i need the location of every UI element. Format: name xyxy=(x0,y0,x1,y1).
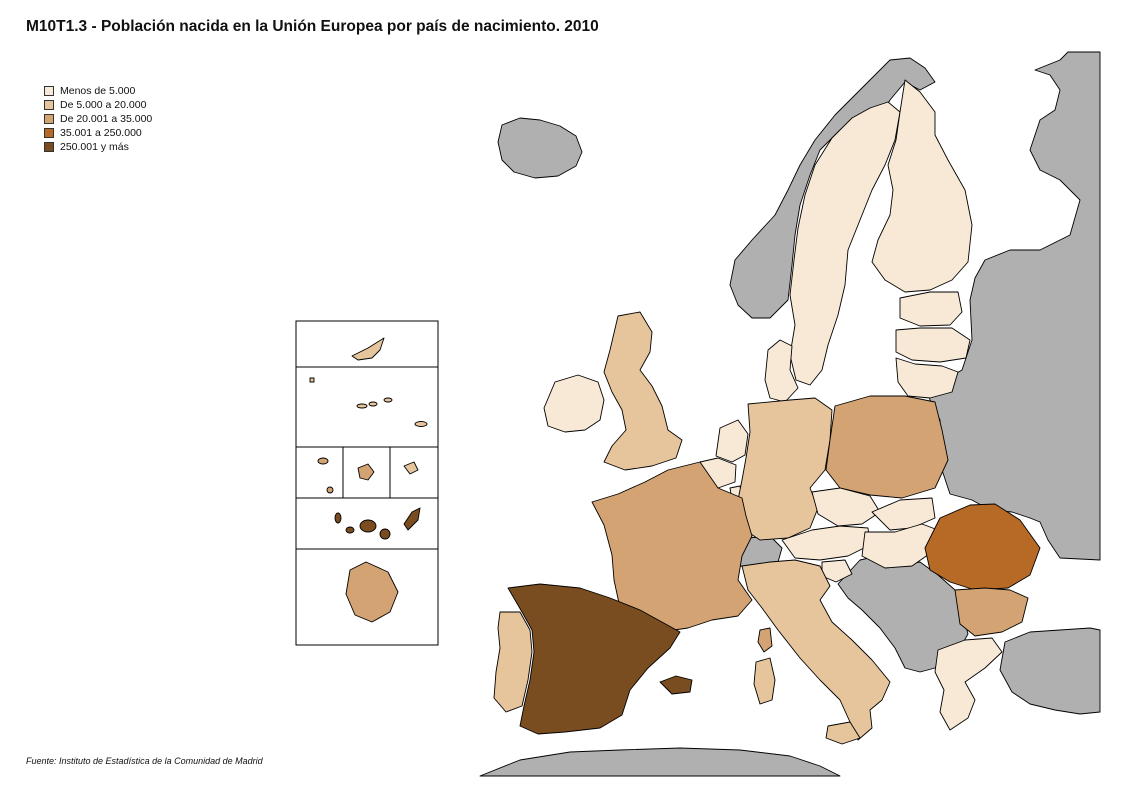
region-balearic[interactable] xyxy=(659,675,693,695)
region-sardinia[interactable] xyxy=(753,657,776,705)
region-azores-3[interactable] xyxy=(383,397,393,403)
region-sicily[interactable] xyxy=(825,721,861,745)
region-azores-west[interactable] xyxy=(309,377,315,383)
legend-item-class-2: De 5.000 a 20.000 xyxy=(44,98,152,112)
legend-item-class-3: De 20.001 a 35.000 xyxy=(44,112,152,126)
legend-label-class-2: De 5.000 a 20.000 xyxy=(60,99,147,111)
region-azores-4[interactable] xyxy=(414,421,428,427)
region-martinique[interactable] xyxy=(403,461,419,475)
region-iceland[interactable] xyxy=(497,117,583,179)
legend-swatch-class-4 xyxy=(44,128,54,138)
region-canary-2[interactable] xyxy=(345,526,355,534)
region-azores-2[interactable] xyxy=(368,401,378,407)
region-uk[interactable] xyxy=(603,311,683,471)
region-madeira[interactable] xyxy=(317,457,329,465)
region-french-guiana[interactable] xyxy=(345,561,399,623)
legend-label-class-3: De 20.001 a 35.000 xyxy=(60,113,153,125)
region-netherlands[interactable] xyxy=(715,419,749,463)
region-latvia[interactable] xyxy=(895,327,971,363)
source-note: Fuente: Instituto de Estadística de la C… xyxy=(26,756,263,766)
region-denmark[interactable] xyxy=(764,339,799,403)
region-madeira-2[interactable] xyxy=(326,486,334,494)
region-russia[interactable] xyxy=(924,51,1101,561)
region-spain[interactable] xyxy=(507,583,681,735)
region-estonia[interactable] xyxy=(899,291,963,327)
region-poland[interactable] xyxy=(825,395,949,499)
region-sweden[interactable] xyxy=(789,101,901,386)
region-canary-1[interactable] xyxy=(334,512,342,524)
region-france[interactable] xyxy=(591,461,753,633)
region-cyprus[interactable] xyxy=(351,337,385,361)
legend-label-class-1: Menos de 5.000 xyxy=(60,85,136,97)
legend-item-class-1: Menos de 5.000 xyxy=(44,84,152,98)
region-italy[interactable] xyxy=(741,559,891,741)
legend-swatch-class-2 xyxy=(44,100,54,110)
region-finland[interactable] xyxy=(871,79,973,293)
region-north-africa[interactable] xyxy=(479,747,841,777)
region-azores-1[interactable] xyxy=(356,403,368,409)
legend-swatch-class-1 xyxy=(44,86,54,96)
region-turkey[interactable] xyxy=(999,627,1101,715)
legend-swatch-class-3 xyxy=(44,114,54,124)
region-romania[interactable] xyxy=(924,503,1041,591)
region-lithuania[interactable] xyxy=(895,357,959,399)
legend-item-class-4: 35.001 a 250.000 xyxy=(44,126,152,140)
legend-label-class-4: 35.001 a 250.000 xyxy=(60,127,142,139)
region-canary-tenerife[interactable] xyxy=(359,519,377,533)
region-bulgaria[interactable] xyxy=(954,587,1029,637)
legend-label-class-5: 250.001 y más xyxy=(60,141,129,153)
region-canary-east[interactable] xyxy=(403,507,421,531)
map-title: M10T1.3 - Población nacida en la Unión E… xyxy=(26,18,599,35)
region-slovakia[interactable] xyxy=(871,497,936,531)
region-germany[interactable] xyxy=(737,397,833,541)
region-portugal[interactable] xyxy=(493,611,533,713)
region-ireland[interactable] xyxy=(543,374,605,433)
region-corsica[interactable] xyxy=(757,627,773,653)
legend-item-class-5: 250.001 y más xyxy=(44,140,152,154)
region-czech[interactable] xyxy=(811,487,881,527)
map-legend: Menos de 5.000 De 5.000 a 20.000 De 20.0… xyxy=(44,84,152,154)
region-greece[interactable] xyxy=(934,637,1003,731)
region-canary-gc[interactable] xyxy=(379,528,391,540)
legend-swatch-class-5 xyxy=(44,142,54,152)
region-guadeloupe[interactable] xyxy=(357,463,375,481)
